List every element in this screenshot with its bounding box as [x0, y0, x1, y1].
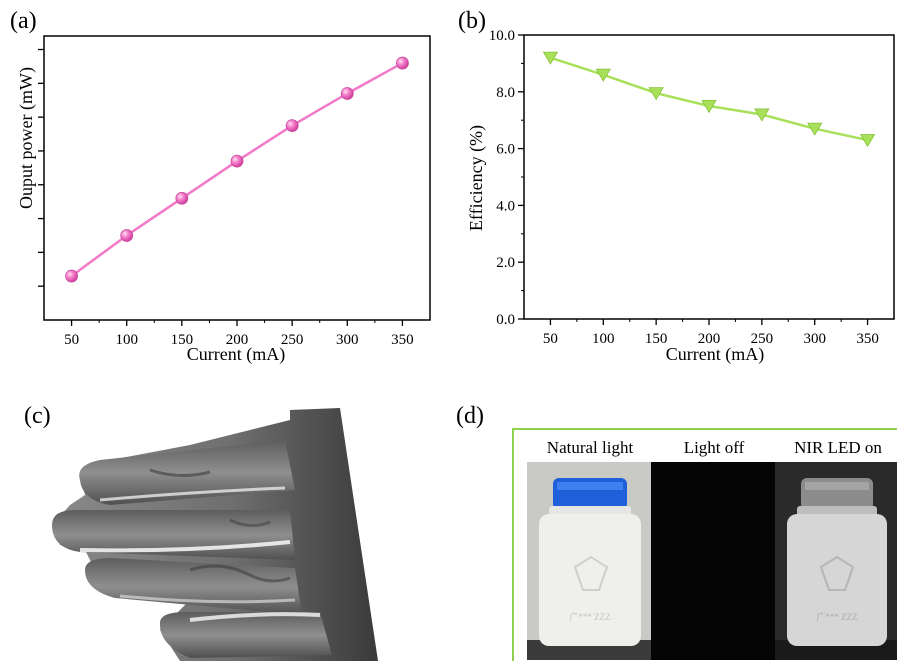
data-point [542, 51, 559, 65]
y-tick-label: 2.0 [496, 255, 515, 271]
photo-nir-led-on: 广*** ZZZ [775, 462, 897, 660]
x-axis-label-b: Current (mA) [666, 344, 764, 365]
x-tick-label: 350 [856, 331, 879, 347]
y-tick-label: 4.0 [496, 198, 515, 214]
y-axis-label-a: Ouput power (mW) [16, 67, 37, 209]
y-tick-label: 0.0 [496, 312, 515, 328]
x-tick-label: 250 [281, 332, 304, 348]
x-tick-label: 150 [171, 332, 194, 348]
x-axis-label-a: Current (mA) [187, 344, 285, 365]
data-point [595, 68, 611, 82]
caption-light-off: Light off [683, 438, 745, 457]
x-tick-label: 300 [803, 331, 826, 347]
caption-natural-light: Natural light [546, 438, 634, 457]
data-point [859, 134, 876, 148]
plot-frame [523, 34, 895, 320]
bottle-photo-panel: Natural light Light off NIR LED on 广*** … [512, 428, 897, 661]
x-tick-label: 300 [336, 332, 359, 348]
data-point [340, 87, 354, 100]
x-tick-label: 50 [64, 332, 79, 348]
data-point [396, 56, 409, 70]
x-tick-label: 250 [751, 331, 774, 347]
data-point [230, 154, 244, 168]
data-point [285, 119, 299, 132]
data-point [754, 108, 770, 122]
x-tick-label: 100 [115, 332, 138, 348]
data-point [120, 229, 134, 242]
x-tick-label: 350 [391, 332, 414, 348]
y-tick-label: 8.0 [496, 85, 515, 101]
data-point [648, 87, 664, 101]
y-axis-label-b: Efficiency (%) [466, 125, 487, 231]
panel-label-a: (a) [10, 8, 37, 34]
y-tick-label: 6.0 [496, 142, 515, 158]
panel-label-c: (c) [24, 403, 51, 429]
data-point [175, 191, 189, 205]
x-tick-label: 200 [226, 332, 249, 348]
bottle-label-natural: 广*** ZZZ [569, 611, 610, 622]
caption-nir-led-on: NIR LED on [794, 438, 882, 457]
data-point [65, 269, 78, 283]
bottle-label-nir: 广*** ZZZ [816, 611, 857, 622]
chart-output-power: 50 100 150 200 250 300 350 Current (mA) Ouput … [16, 35, 431, 365]
photo-light-off [651, 462, 775, 660]
panel-label-b: (b) [458, 8, 486, 34]
x-tick-label: 50 [543, 331, 558, 347]
photo-natural-light: 广*** ZZZ [527, 462, 651, 660]
x-tick-label: 150 [645, 331, 668, 347]
hand-vein-image [52, 408, 378, 661]
x-tick-label: 200 [698, 331, 721, 347]
data-point [701, 100, 717, 114]
x-tick-label: 100 [592, 331, 615, 347]
data-point [807, 122, 823, 136]
panel-label-d: (d) [456, 403, 484, 429]
chart-efficiency: 50 100 150 200 250 300 3500.02.04.06.08.010.0 … [466, 28, 895, 365]
y-tick-label: 10.0 [489, 28, 515, 44]
